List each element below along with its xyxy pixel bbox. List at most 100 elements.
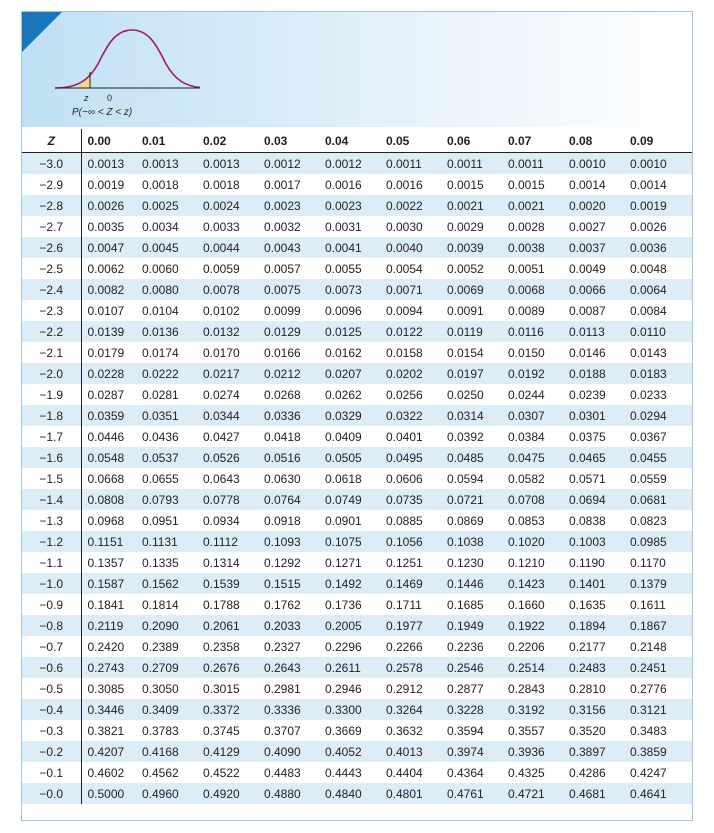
z-value-cell: −0.1: [22, 762, 82, 783]
probability-cell: 0.3632: [386, 723, 423, 738]
column-header: 0.09: [630, 129, 692, 153]
probability-cell: 0.0110: [630, 321, 692, 342]
probability-cell: 0.4168: [142, 741, 203, 762]
probability-cell: 0.3192: [508, 699, 569, 720]
probability-cell: 0.3300: [325, 699, 386, 720]
probability-cell: 0.3264: [386, 699, 447, 720]
table-row: −2.6 0.0047 0.0045 0.0044 0.0043 0.0041 0.0040…: [22, 237, 692, 258]
probability-cell: 0.0436: [142, 429, 179, 444]
table-row: −2.2 0.0139 0.0136 0.0132 0.0129 0.0125 0.0122…: [22, 321, 692, 342]
z-value-cell: −2.5: [22, 258, 82, 279]
probability-cell: 0.0294: [630, 405, 692, 426]
probability-cell: 0.1056: [386, 531, 447, 552]
probability-cell: 0.1423: [508, 573, 569, 594]
table-row: −2.1 0.0179 0.0174 0.0170 0.0166 0.0162 0.0158…: [22, 342, 692, 363]
probability-cell: 0.1762: [264, 597, 301, 612]
probability-cell: 0.4052: [325, 741, 386, 762]
probability-cell: 0.0054: [386, 261, 423, 276]
probability-cell: 0.4920: [203, 783, 264, 804]
probability-cell: 0.1492: [325, 573, 386, 594]
z-value-cell: −1.6: [22, 447, 82, 468]
probability-cell: 0.0559: [630, 471, 667, 486]
probability-cell: 0.0869: [447, 513, 484, 528]
probability-cell: 0.1401: [569, 573, 630, 594]
z-value-cell: −2.7: [22, 216, 82, 237]
probability-cell: 0.0951: [142, 513, 179, 528]
column-header: 0.07: [508, 129, 569, 153]
probability-cell: 0.0013: [203, 152, 264, 174]
probability-cell: 0.0749: [325, 489, 386, 510]
table-row: −2.0 0.0228 0.0222 0.0217 0.0212 0.0207 0.0202…: [22, 363, 692, 384]
probability-cell: 0.0465: [569, 447, 630, 468]
probability-cell: 0.1020: [508, 531, 569, 552]
probability-cell: 0.0274: [203, 387, 240, 402]
probability-cell: 0.0084: [630, 303, 667, 318]
z-value-cell: −0.6: [22, 657, 82, 678]
z-value-cell: −2.2: [22, 321, 82, 342]
probability-cell: 0.0029: [447, 219, 484, 234]
probability-cell: 0.0853: [508, 513, 545, 528]
probability-cell: 0.0023: [325, 195, 386, 216]
probability-cell: 0.0202: [386, 363, 447, 384]
probability-cell: 0.3557: [508, 723, 545, 738]
probability-cell: 0.0409: [325, 429, 362, 444]
probability-cell: 0.0036: [630, 237, 692, 258]
table-row: −0.5 0.3085 0.3050 0.3015 0.2981 0.2946 0.2912…: [22, 678, 692, 699]
probability-cell: 0.1230: [447, 555, 484, 570]
probability-cell: 0.1151: [81, 531, 142, 552]
probability-cell: 0.0019: [630, 195, 692, 216]
probability-cell: 0.0392: [447, 429, 484, 444]
probability-cell: 0.0162: [325, 345, 362, 360]
table-row: −0.8 0.2119 0.2090 0.2061 0.2033 0.2005 0.1977…: [22, 615, 692, 636]
probability-cell: 0.0015: [447, 177, 484, 192]
column-header: 0.05: [386, 129, 447, 153]
probability-cell: 0.1867: [630, 615, 692, 636]
probability-cell: 0.0055: [325, 261, 362, 276]
probability-cell: 0.1251: [386, 555, 423, 570]
probability-cell: 0.0028: [508, 219, 545, 234]
probability-cell: 0.0143: [630, 345, 667, 360]
probability-cell: 0.1711: [386, 597, 422, 612]
table-row: −1.9 0.0287 0.0281 0.0274 0.0268 0.0262 0.0256…: [22, 384, 692, 405]
table-row: −1.4 0.0808 0.0793 0.0778 0.0764 0.0749 0.0735…: [22, 489, 692, 510]
z-value-cell: −0.7: [22, 636, 82, 657]
probability-label: P(−∞ < Z < z): [72, 107, 133, 118]
probability-cell: 0.1314: [203, 555, 240, 570]
probability-cell: 0.0375: [569, 429, 606, 444]
probability-cell: 0.4721: [508, 783, 569, 804]
probability-cell: 0.0057: [264, 261, 301, 276]
probability-cell: 0.0032: [264, 219, 301, 234]
table-row: −2.5 0.0062 0.0060 0.0059 0.0057 0.0055 0.0054…: [22, 258, 692, 279]
probability-cell: 0.0043: [264, 237, 325, 258]
probability-cell: 0.0485: [447, 447, 508, 468]
column-header: 0.02: [203, 129, 264, 153]
probability-cell: 0.1562: [142, 573, 203, 594]
probability-cell: 0.1977: [386, 615, 447, 636]
probability-cell: 0.0069: [447, 279, 508, 300]
probability-cell: 0.1515: [264, 573, 325, 594]
probability-cell: 0.2090: [142, 615, 203, 636]
z-axis-label: z: [83, 93, 89, 103]
table-row: −2.8 0.0026 0.0025 0.0024 0.0023 0.0023 0.0022…: [22, 195, 692, 216]
probability-cell: 0.0080: [142, 279, 203, 300]
table-row: −0.2 0.4207 0.4168 0.4129 0.4090 0.4052 0.4013…: [22, 741, 692, 762]
probability-cell: 0.0681: [630, 489, 692, 510]
z-value-cell: −1.5: [22, 468, 82, 489]
probability-cell: 0.0359: [81, 405, 142, 426]
probability-cell: 0.0708: [508, 489, 569, 510]
table-body: −3.0 0.0013 0.0013 0.0013 0.0012 0.0012 0.0011…: [22, 152, 692, 804]
probability-cell: 0.2148: [630, 639, 667, 654]
probability-cell: 0.0011: [447, 152, 508, 174]
probability-cell: 0.0268: [264, 387, 301, 402]
probability-cell: 0.0016: [386, 177, 423, 192]
probability-cell: 0.2946: [325, 681, 362, 696]
probability-cell: 0.0033: [203, 219, 240, 234]
probability-cell: 0.4129: [203, 741, 264, 762]
probability-cell: 0.4247: [630, 765, 667, 780]
probability-cell: 0.1685: [447, 597, 484, 612]
z-value-cell: −1.2: [22, 531, 82, 552]
probability-cell: 0.0047: [81, 237, 142, 258]
probability-cell: 0.2420: [87, 639, 125, 654]
probability-cell: 0.0336: [264, 405, 325, 426]
probability-cell: 0.4325: [508, 765, 545, 780]
